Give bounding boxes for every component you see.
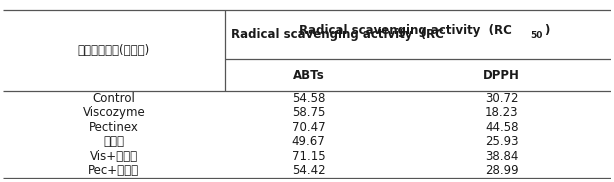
Text: Radical scavenging activity  (RC: Radical scavenging activity (RC [300, 24, 512, 37]
Text: 28.99: 28.99 [485, 164, 518, 177]
Text: 30.72: 30.72 [485, 92, 518, 105]
Text: 44.58: 44.58 [485, 121, 518, 134]
Text: 70.47: 70.47 [292, 121, 325, 134]
Text: ): ) [545, 24, 550, 37]
Text: 71.15: 71.15 [292, 150, 325, 163]
Text: 54.58: 54.58 [292, 92, 325, 105]
Text: 58.75: 58.75 [292, 106, 325, 119]
Text: 초고압: 초고압 [103, 135, 124, 148]
Text: 긴잎달맞이꽃(월견초): 긴잎달맞이꽃(월견초) [78, 44, 150, 57]
Text: 38.84: 38.84 [485, 150, 518, 163]
Text: 18.23: 18.23 [485, 106, 518, 119]
Text: 25.93: 25.93 [485, 135, 518, 148]
Text: Viscozyme: Viscozyme [82, 106, 145, 119]
Text: DPPH: DPPH [483, 69, 520, 82]
Text: 50: 50 [530, 31, 543, 40]
Text: 54.42: 54.42 [292, 164, 325, 177]
Text: Vis+초고압: Vis+초고압 [90, 150, 138, 163]
Text: ABTs: ABTs [293, 69, 324, 82]
Text: Radical scavenging activity  (RC: Radical scavenging activity (RC [231, 28, 444, 41]
Text: Pec+초고압: Pec+초고압 [88, 164, 139, 177]
Text: 49.67: 49.67 [292, 135, 325, 148]
Text: Pectinex: Pectinex [89, 121, 139, 134]
Text: Control: Control [92, 92, 135, 105]
